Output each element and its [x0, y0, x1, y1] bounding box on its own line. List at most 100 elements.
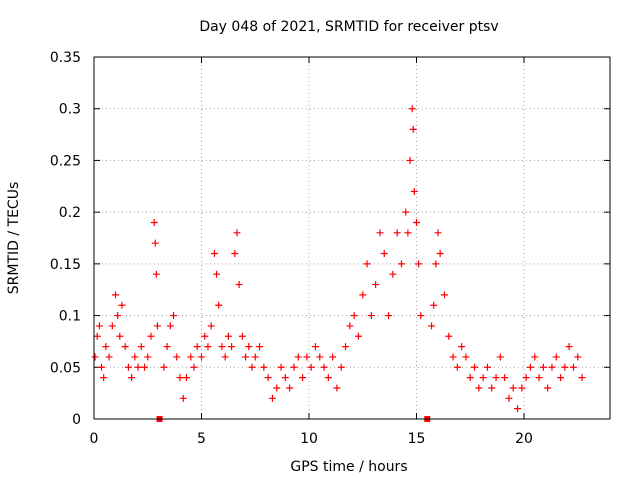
grid-layer — [94, 57, 610, 419]
data-point — [213, 270, 221, 278]
x-tick-label: 20 — [515, 431, 533, 447]
data-point — [273, 384, 281, 392]
data-point — [501, 374, 509, 382]
data-point — [116, 332, 124, 340]
data-point — [124, 363, 132, 371]
data-point — [458, 343, 466, 351]
data-point — [324, 374, 332, 382]
data-point — [409, 125, 417, 133]
data-point — [137, 343, 145, 351]
data-point — [359, 291, 367, 299]
data-point — [98, 363, 106, 371]
data-point — [235, 281, 243, 289]
data-point — [408, 105, 416, 113]
y-tick-label: 0.05 — [50, 360, 81, 376]
data-point — [367, 312, 375, 320]
data-point — [231, 250, 239, 258]
data-point — [505, 394, 513, 402]
data-point — [134, 363, 142, 371]
data-point — [410, 187, 418, 195]
plot-frame — [93, 56, 611, 420]
data-point — [522, 374, 530, 382]
x-tick-label: 10 — [300, 431, 318, 447]
data-point — [151, 239, 159, 247]
data-point — [342, 343, 350, 351]
data-point — [514, 405, 522, 413]
data-point — [333, 384, 341, 392]
data-point — [224, 332, 232, 340]
data-point — [150, 218, 158, 226]
data-point — [307, 363, 315, 371]
data-point — [526, 363, 534, 371]
data-point — [170, 312, 178, 320]
data-point — [372, 281, 380, 289]
data-point — [131, 353, 139, 361]
y-tick-label: 0 — [72, 412, 81, 428]
data-point — [363, 260, 371, 268]
data-point — [260, 363, 268, 371]
data-point — [193, 343, 201, 351]
data-point — [311, 343, 319, 351]
x-tick-label: 5 — [197, 431, 206, 447]
y-axis-title: SRMTID / TECUs — [6, 182, 22, 295]
y-tick-label: 0.15 — [50, 257, 81, 273]
y-tick-label: 0.2 — [59, 205, 81, 221]
data-point — [475, 384, 483, 392]
data-point — [432, 260, 440, 268]
data-point — [544, 384, 552, 392]
x-tick-label: 15 — [408, 431, 426, 447]
data-point — [552, 353, 560, 361]
chart-title: Day 048 of 2021, SRMTID for receiver pts… — [199, 19, 498, 35]
data-point — [417, 312, 425, 320]
y-tick-label: 0.3 — [59, 102, 81, 118]
data-point — [256, 343, 264, 351]
data-point — [179, 394, 187, 402]
data-point — [286, 384, 294, 392]
data-point — [91, 353, 99, 361]
x-axis-title: GPS time / hours — [290, 459, 407, 475]
data-point — [93, 332, 101, 340]
data-point — [102, 343, 110, 351]
data-point — [215, 301, 223, 309]
data-point — [531, 353, 539, 361]
data-point — [108, 322, 116, 330]
data-point — [428, 322, 436, 330]
data-point — [176, 374, 184, 382]
data-point — [221, 353, 229, 361]
data-point — [578, 374, 586, 382]
data-point — [294, 353, 302, 361]
data-point — [238, 332, 246, 340]
data-point — [210, 250, 218, 258]
data-point — [569, 363, 577, 371]
data-point — [242, 353, 250, 361]
data-point — [190, 363, 198, 371]
data-point — [264, 374, 272, 382]
data-point — [393, 229, 401, 237]
data-point — [182, 374, 190, 382]
data-point — [228, 343, 236, 351]
data-point — [509, 384, 517, 392]
data-points — [91, 105, 586, 413]
data-point — [268, 394, 276, 402]
data-point — [488, 384, 496, 392]
data-point — [565, 343, 573, 351]
data-point — [277, 363, 285, 371]
data-point — [413, 218, 420, 226]
data-point — [479, 374, 487, 382]
data-point — [406, 156, 414, 164]
data-point — [445, 332, 453, 340]
data-point — [112, 291, 119, 299]
data-point — [415, 260, 423, 268]
data-point — [114, 312, 122, 320]
data-point — [492, 374, 500, 382]
data-point — [376, 229, 384, 237]
data-point — [453, 363, 461, 371]
data-point — [141, 363, 149, 371]
data-point — [118, 301, 126, 309]
data-point — [354, 332, 362, 340]
data-point — [380, 250, 388, 258]
data-point — [320, 363, 328, 371]
data-point — [557, 374, 565, 382]
data-point — [430, 301, 438, 309]
